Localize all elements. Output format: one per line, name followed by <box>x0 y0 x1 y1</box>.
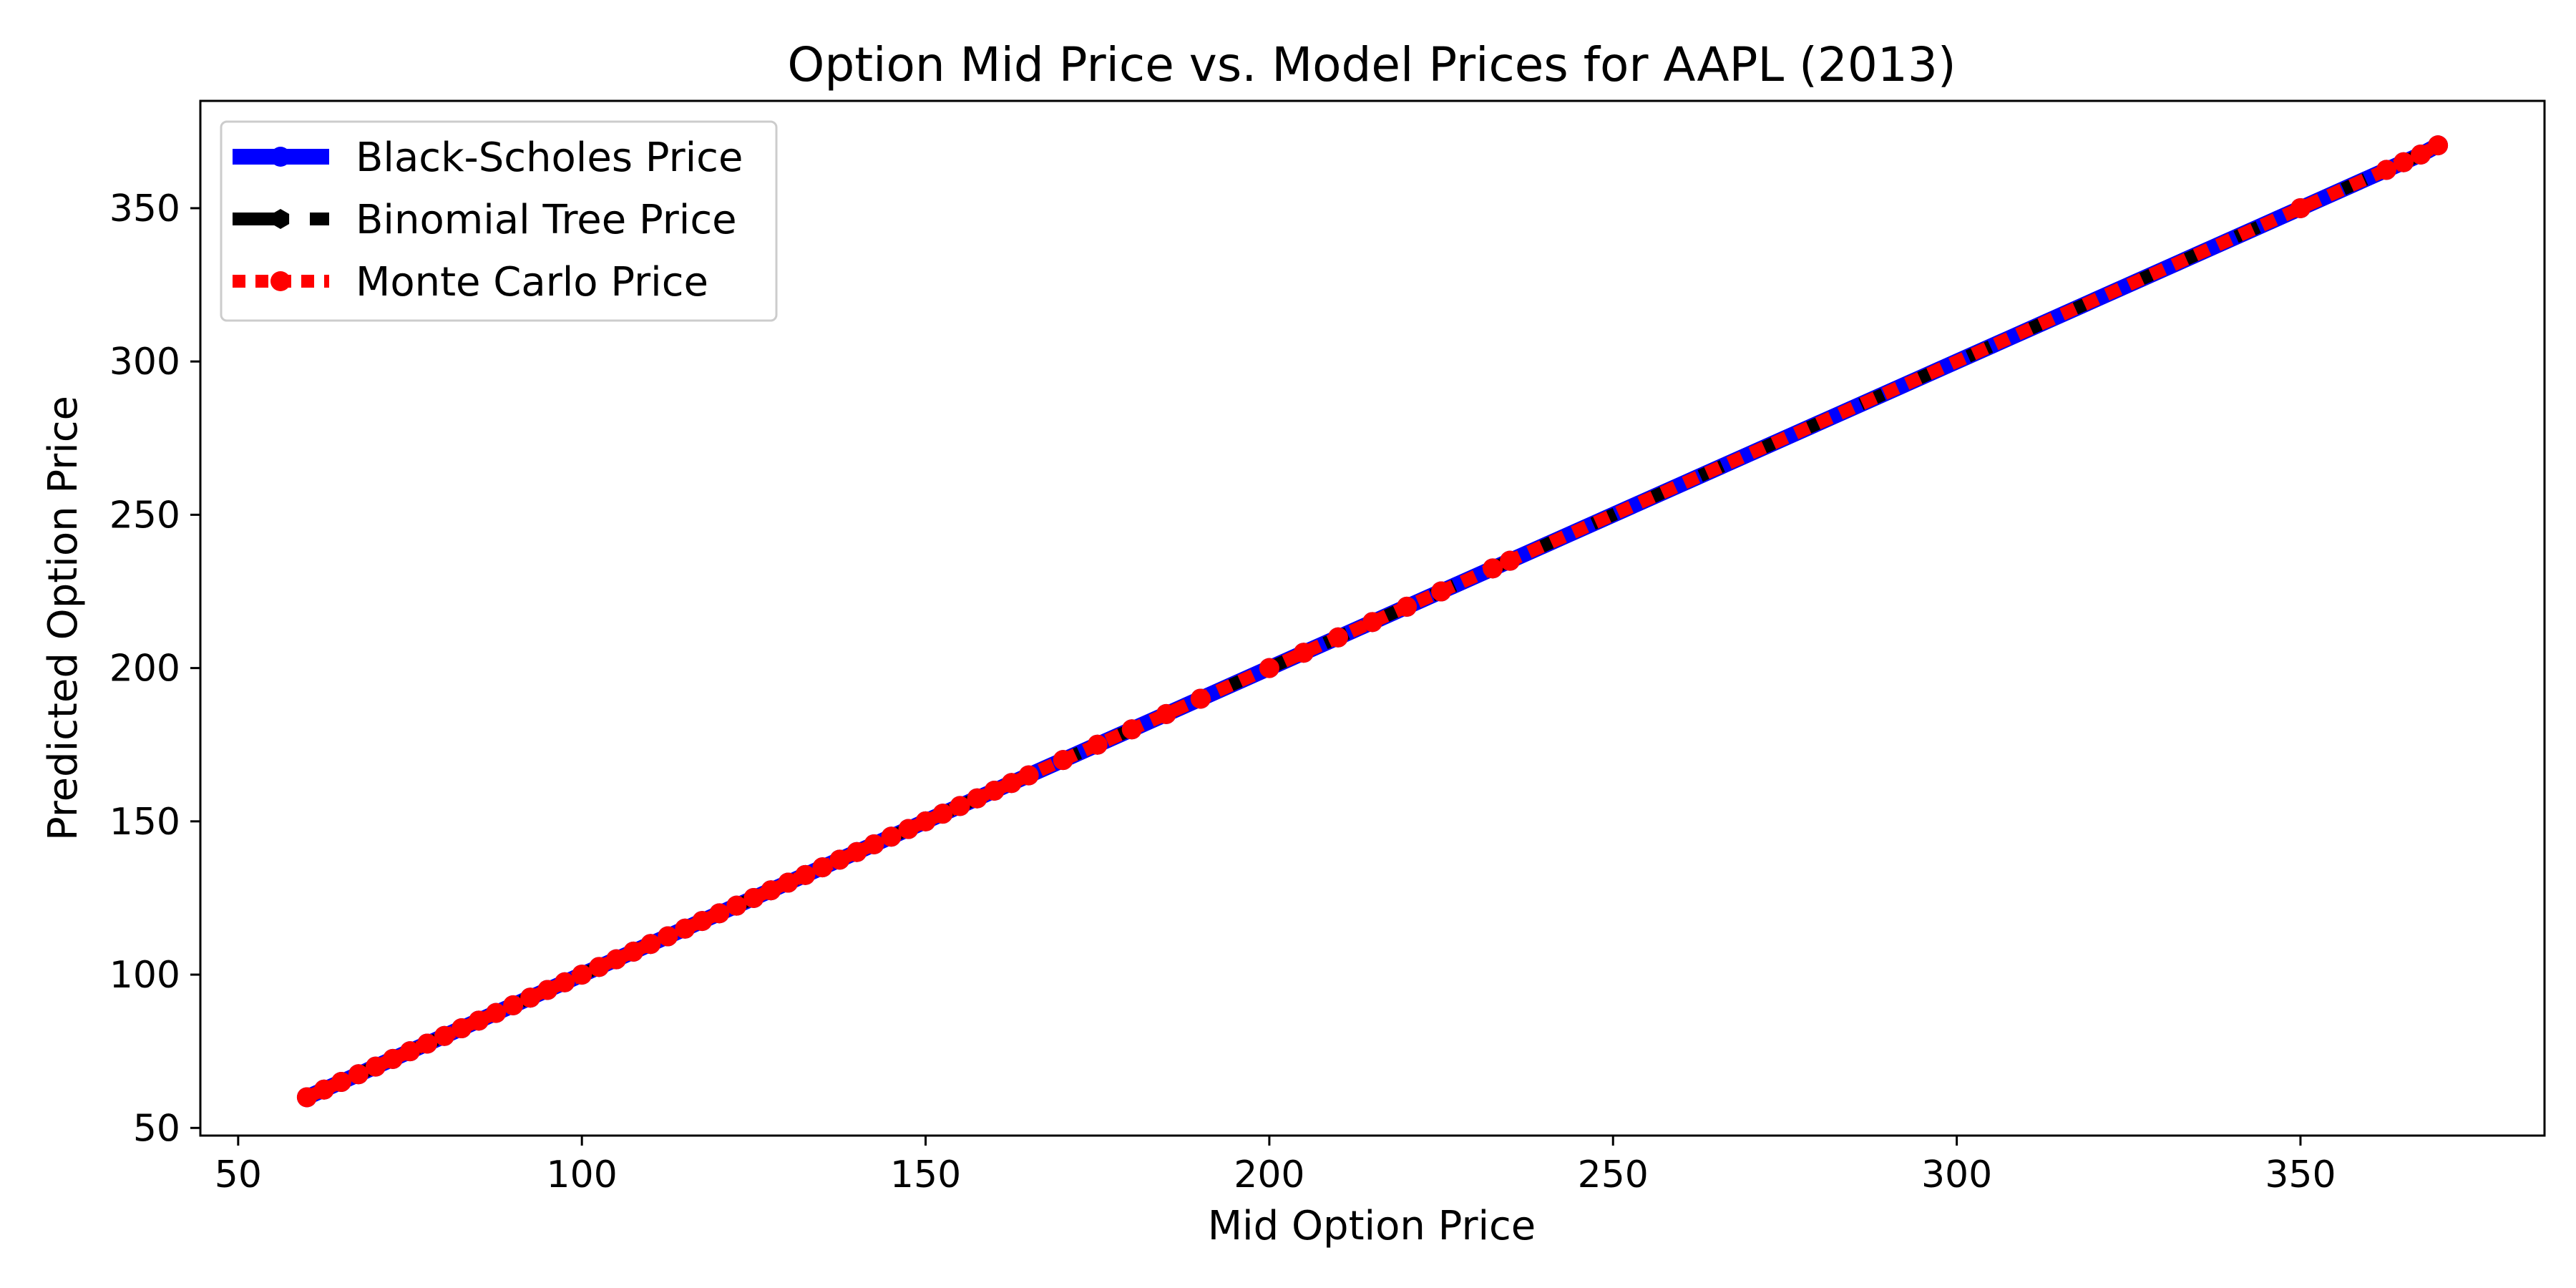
data-point <box>761 880 781 901</box>
data-point <box>726 895 747 916</box>
data-point <box>1001 773 1022 794</box>
data-point <box>1397 596 1418 617</box>
data-point <box>589 957 610 977</box>
data-point <box>1156 703 1176 724</box>
y-tick-label-200: 200 <box>109 648 180 691</box>
data-point <box>864 834 884 854</box>
data-point <box>1500 550 1521 571</box>
data-point <box>984 781 1005 801</box>
x-tick-label-200: 200 <box>1234 1153 1304 1196</box>
legend-item-monte-carlo-price: Monte Carlo Price <box>233 259 708 306</box>
data-point <box>950 796 970 816</box>
legend-item-black-scholes-price: Black-Scholes Price <box>233 135 743 181</box>
y-axis-label: Predicted Option Price <box>40 396 87 841</box>
plot-frame <box>199 99 2546 1137</box>
legend-swatch-marker <box>270 271 291 291</box>
data-point <box>795 864 816 885</box>
data-point <box>417 1033 438 1054</box>
y-tick-label-350: 350 <box>109 187 180 230</box>
data-point <box>692 911 713 932</box>
y-tick-label-100: 100 <box>109 954 180 997</box>
data-point <box>296 1087 317 1108</box>
x-tick-label-250: 250 <box>1578 1153 1649 1196</box>
data-point <box>313 1079 334 1100</box>
legend: Black-Scholes Price Binomial Tree Price Mo… <box>220 120 778 322</box>
data-point <box>2411 144 2431 165</box>
series-monte-carlo-price <box>296 135 2449 1108</box>
data-point <box>898 819 919 839</box>
data-point <box>555 972 575 992</box>
x-tick-label-150: 150 <box>890 1153 961 1196</box>
data-point <box>1327 627 1348 648</box>
data-point <box>1483 558 1503 579</box>
data-point <box>2290 197 2311 218</box>
data-point <box>675 918 696 939</box>
legend-label: Black-Scholes Price <box>356 135 743 181</box>
data-point <box>2394 152 2414 172</box>
axis-ticks: 50 100 150 200 250 300 350 50 100 150 200 250 300 350 <box>109 187 2336 1196</box>
data-point <box>1053 750 1073 771</box>
x-tick-label-100: 100 <box>547 1153 618 1196</box>
data-point <box>382 1048 403 1069</box>
data-point <box>348 1064 369 1085</box>
data-point <box>1431 581 1452 602</box>
plot-area <box>296 135 2449 1108</box>
data-point <box>1293 643 1314 663</box>
x-tick-label-300: 300 <box>1921 1153 1992 1196</box>
data-point <box>331 1072 351 1093</box>
chart-title: Option Mid Price vs. Model Prices for AA… <box>787 37 1956 92</box>
data-point <box>881 826 902 847</box>
data-point <box>623 941 644 962</box>
data-point <box>847 841 867 862</box>
data-point <box>915 811 936 831</box>
data-point <box>932 804 953 824</box>
data-point <box>572 965 592 985</box>
data-point <box>520 987 541 1008</box>
data-point <box>1018 765 1039 786</box>
x-tick-label-350: 350 <box>2265 1153 2336 1196</box>
data-point <box>1121 719 1142 740</box>
legend-label: Monte Carlo Price <box>356 259 708 306</box>
data-point <box>967 788 987 809</box>
data-point <box>400 1041 421 1062</box>
data-point <box>503 995 524 1015</box>
data-point <box>365 1056 386 1077</box>
data-point <box>452 1018 472 1039</box>
data-point <box>829 849 850 870</box>
y-tick-label-50: 50 <box>133 1107 180 1150</box>
x-tick-label-50: 50 <box>215 1153 262 1196</box>
data-point <box>1087 734 1108 755</box>
legend-box <box>220 120 778 322</box>
data-point <box>658 926 678 947</box>
x-axis-label: Mid Option Price <box>1208 1203 1536 1249</box>
data-point <box>2428 135 2449 156</box>
y-tick-label-250: 250 <box>109 494 180 537</box>
data-point <box>434 1025 455 1046</box>
data-point <box>709 903 730 924</box>
data-point <box>1190 688 1211 709</box>
data-point <box>778 872 799 893</box>
legend-item-binomial-tree-price: Binomial Tree Price <box>233 197 737 243</box>
data-point <box>606 949 627 970</box>
data-point <box>743 887 764 908</box>
data-point <box>486 1002 507 1023</box>
data-point <box>2376 160 2397 180</box>
data-point <box>537 980 558 1000</box>
data-point <box>812 857 833 878</box>
y-tick-label-150: 150 <box>109 801 180 844</box>
data-point <box>1259 658 1279 678</box>
data-point <box>469 1010 489 1031</box>
data-point <box>1362 612 1382 633</box>
y-tick-label-300: 300 <box>109 341 180 384</box>
legend-swatch-marker <box>271 209 290 229</box>
legend-swatch-marker <box>270 147 291 167</box>
data-point <box>640 934 661 955</box>
legend-label: Binomial Tree Price <box>356 197 737 243</box>
